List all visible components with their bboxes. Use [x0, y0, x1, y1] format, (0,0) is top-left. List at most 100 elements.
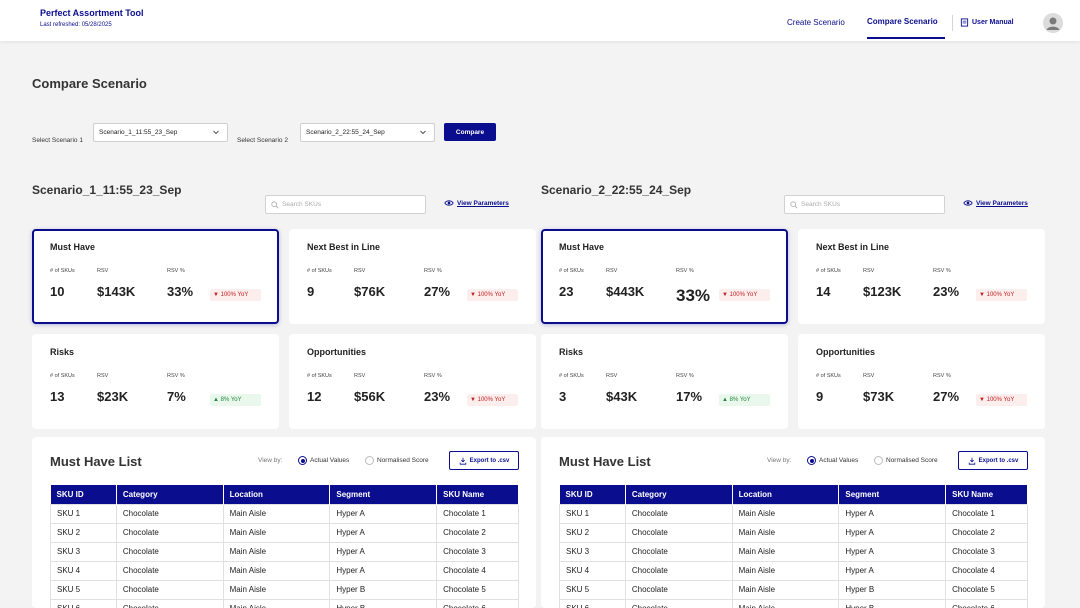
export-csv-button[interactable]: Export to .csv: [449, 451, 519, 470]
user-manual-link[interactable]: User Manual: [960, 18, 1014, 27]
app-title[interactable]: Perfect Assortment Tool: [40, 8, 144, 18]
column-header[interactable]: SKU Name: [945, 485, 1028, 504]
column-header[interactable]: Location: [732, 485, 840, 504]
skus-value: 10: [50, 284, 65, 299]
rsv-pct-label: RSV %: [167, 268, 185, 274]
table-cell: Chocolate 5: [945, 579, 1028, 600]
select-scenario-2[interactable]: Scenario_2_22:55_24_Sep: [300, 123, 435, 142]
table-row[interactable]: SKU 1 Chocolate Main Aisle Hyper A Chocolate…: [50, 503, 519, 524]
scenario-1-search-input[interactable]: Search SKUs: [265, 195, 426, 214]
table-row[interactable]: SKU 5 Chocolate Main Aisle Hyper B Chocolate…: [50, 579, 519, 600]
column-header[interactable]: SKU ID: [559, 485, 626, 504]
table-row[interactable]: SKU 4 Chocolate Main Aisle Hyper A Chocolate…: [559, 560, 1028, 581]
column-header[interactable]: SKU Name: [436, 485, 519, 504]
table-row[interactable]: SKU 3 Chocolate Main Aisle Hyper A Chocolate…: [50, 541, 519, 562]
scenario-1-card-opportunities[interactable]: Opportunities # of SKUs RSV RSV % 12 $56…: [289, 334, 536, 429]
table-cell: SKU 4: [50, 560, 117, 581]
view-parameters-label: View Parameters: [976, 199, 1028, 207]
rsv-value: $443K: [606, 284, 645, 299]
rsv-pct-label: RSV %: [676, 373, 694, 379]
nav-compare-scenario[interactable]: Compare Scenario: [867, 17, 938, 26]
scenario-1-card-risks[interactable]: Risks # of SKUs RSV RSV % 13 $23K 7% ▲ 8…: [32, 334, 279, 429]
table-cell: Hyper A: [838, 503, 947, 524]
user-manual-label: User Manual: [972, 19, 1014, 26]
column-header[interactable]: SKU ID: [50, 485, 117, 504]
table-cell: Chocolate: [115, 560, 224, 581]
column-header[interactable]: Category: [625, 485, 733, 504]
table-cell: Main Aisle: [222, 579, 331, 600]
rsv-pct-value: 33%: [676, 286, 711, 305]
yoy-value: 100% YoY: [220, 292, 249, 298]
chevron-down-icon: [420, 130, 426, 135]
scenario-1-view-parameters-link[interactable]: View Parameters: [444, 199, 509, 207]
scenario-2-card-risks[interactable]: Risks # of SKUs RSV RSV % 3 $43K 17% ▲ 8…: [541, 334, 788, 429]
table-cell: Chocolate: [624, 541, 733, 562]
rsv-value: $23K: [97, 389, 129, 404]
radio-actual-values[interactable]: Actual Values: [298, 456, 349, 465]
table-cell: Chocolate: [624, 579, 733, 600]
sku-table-body: SKU 1 Chocolate Main Aisle Hyper A Chocolate…: [50, 503, 519, 608]
table-row[interactable]: SKU 2 Chocolate Main Aisle Hyper A Chocolate…: [50, 522, 519, 543]
skus-label: # of SKUs: [50, 268, 75, 274]
table-cell: Chocolate 4: [945, 560, 1028, 581]
rsv-label: RSV: [863, 373, 875, 379]
table-cell: Chocolate 3: [436, 541, 519, 562]
rsv-pct-value: 27%: [933, 389, 960, 404]
column-header[interactable]: Category: [116, 485, 224, 504]
scenario-2-search-input[interactable]: Search SKUs: [784, 195, 945, 214]
rsv-label: RSV: [354, 373, 366, 379]
table-row[interactable]: SKU 4 Chocolate Main Aisle Hyper A Chocolate…: [50, 560, 519, 581]
table-cell: Chocolate: [624, 598, 733, 608]
table-cell: SKU 4: [559, 560, 626, 581]
table-row[interactable]: SKU 3 Chocolate Main Aisle Hyper A Chocolate…: [559, 541, 1028, 562]
table-row[interactable]: SKU 2 Chocolate Main Aisle Hyper A Chocolate…: [559, 522, 1028, 543]
radio-label: Normalised Score: [377, 457, 429, 464]
radio-normalised-score[interactable]: Normalised Score: [365, 456, 429, 465]
card-title: Must Have: [559, 242, 605, 252]
skus-value: 9: [816, 389, 824, 404]
yoy-value: 100% YoY: [729, 292, 758, 298]
scenario-2-view-parameters-link[interactable]: View Parameters: [963, 199, 1028, 207]
radio-actual-values[interactable]: Actual Values: [807, 456, 858, 465]
table-cell: SKU 3: [559, 541, 626, 562]
table-cell: Main Aisle: [222, 541, 331, 562]
yoy-value: 100% YoY: [986, 292, 1015, 298]
rsv-value: $143K: [97, 284, 136, 299]
arrow-down-icon: ▼: [213, 292, 219, 298]
card-title: Next Best in Line: [307, 242, 381, 252]
rsv-pct-value: 23%: [933, 284, 960, 299]
table-row[interactable]: SKU 1 Chocolate Main Aisle Hyper A Chocolate…: [559, 503, 1028, 524]
user-avatar[interactable]: [1043, 13, 1063, 33]
table-cell: SKU 5: [50, 579, 117, 600]
table-cell: Chocolate: [115, 541, 224, 562]
select-scenario-1-label: Select Scenario 1: [32, 137, 83, 144]
export-csv-button[interactable]: Export to .csv: [958, 451, 1028, 470]
nav-create-scenario[interactable]: Create Scenario: [787, 18, 845, 27]
table-row[interactable]: SKU 5 Chocolate Main Aisle Hyper B Chocolate…: [559, 579, 1028, 600]
table-header-row: SKU ID Category Location Segment SKU Nam…: [559, 485, 1028, 504]
select-scenario-1-value: Scenario_1_11:55_23_Sep: [99, 129, 178, 136]
yoy-badge: ▼ 100% YoY: [467, 289, 518, 301]
column-header[interactable]: Segment: [838, 485, 947, 504]
select-scenario-1[interactable]: Scenario_1_11:55_23_Sep: [93, 123, 228, 142]
scenario-2-card-must-have[interactable]: Must Have # of SKUs RSV RSV % 23 $443K 3…: [541, 229, 788, 324]
skus-value: 12: [307, 389, 322, 404]
scenario-1-card-must-have[interactable]: Must Have # of SKUs RSV RSV % 10 $143K 3…: [32, 229, 279, 324]
radio-normalised-score[interactable]: Normalised Score: [874, 456, 938, 465]
radio-label: Actual Values: [819, 457, 859, 464]
rsv-pct-label: RSV %: [676, 268, 694, 274]
scenario-2-card-opportunities[interactable]: Opportunities # of SKUs RSV RSV % 9 $73K…: [798, 334, 1045, 429]
scenario-2-must-have-list: Must Have List View by: Actual Values No…: [541, 437, 1045, 608]
yoy-value: 8% YoY: [220, 397, 242, 403]
yoy-badge: ▼ 100% YoY: [976, 289, 1027, 301]
table-cell: Chocolate: [115, 503, 224, 524]
column-header[interactable]: Segment: [329, 485, 438, 504]
table-cell: SKU 2: [559, 522, 626, 543]
column-header[interactable]: Location: [223, 485, 331, 504]
sku-table-body: SKU 1 Chocolate Main Aisle Hyper A Chocolate…: [559, 503, 1028, 608]
compare-button[interactable]: Compare: [444, 123, 496, 141]
scenario-1-card-next-best[interactable]: Next Best in Line # of SKUs RSV RSV % 9 …: [289, 229, 536, 324]
scenario-2-card-next-best[interactable]: Next Best in Line # of SKUs RSV RSV % 14…: [798, 229, 1045, 324]
